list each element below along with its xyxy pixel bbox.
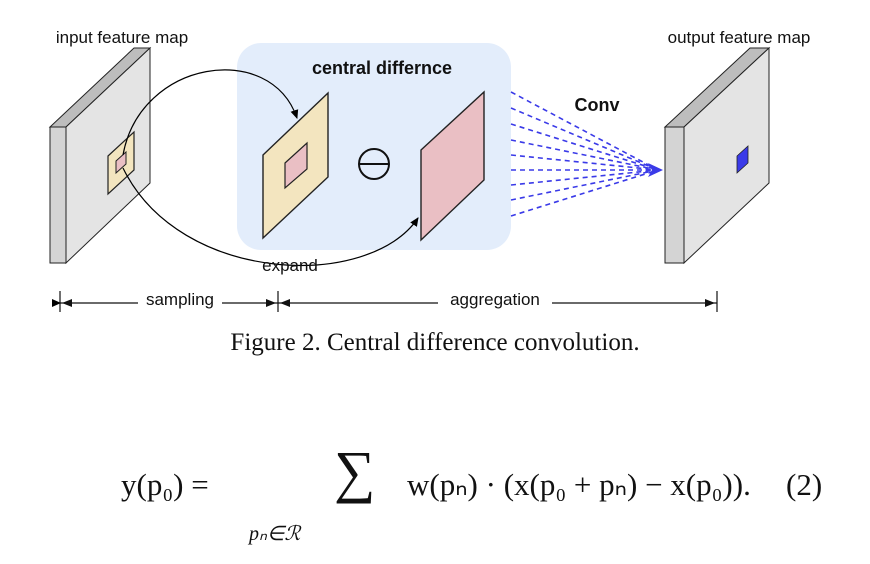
output-pixel: [736, 145, 749, 174]
equation-number: (2): [786, 467, 823, 502]
equation-2: y(p₀) = ∑ pₙ∈ℛ w(pₙ) · (x(p₀ + pₙ) − x(p…: [121, 443, 851, 557]
conv-lines: [510, 91, 659, 217]
subtract-operator: [358, 148, 390, 180]
sampling-label: sampling: [146, 290, 214, 309]
summation-subscript: pₙ∈ℛ: [249, 523, 301, 545]
figure-caption: Figure 2. Central difference convolution…: [230, 329, 640, 356]
expanded-patch: [262, 91, 329, 240]
conv-label: Conv: [575, 95, 620, 115]
conv-arrowhead: [648, 163, 663, 177]
sampling-arrow-upper: [122, 69, 299, 156]
summation-symbol: ∑: [334, 439, 376, 504]
output-feature-map: [663, 46, 771, 265]
equation-rhs: w(pₙ) · (x(p₀ + pₙ) − x(p₀)).: [407, 467, 751, 502]
expand-label: expand: [262, 256, 318, 275]
input-label: input feature map: [56, 28, 188, 47]
input-center-pixel: [115, 150, 127, 175]
expand-arrow: [122, 167, 419, 266]
equation-lhs: y(p₀) =: [121, 467, 209, 502]
cdc-diagram: input feature map output feature map cen…: [48, 28, 811, 312]
expanded-center-pixel: [284, 141, 308, 190]
aggregation-label: aggregation: [450, 290, 540, 309]
output-label: output feature map: [668, 28, 811, 47]
center-expanded-patch: [420, 90, 485, 242]
stage-dimension-line: [52, 291, 718, 312]
input-feature-map: [48, 46, 152, 265]
central-difference-label: central differnce: [312, 58, 452, 78]
